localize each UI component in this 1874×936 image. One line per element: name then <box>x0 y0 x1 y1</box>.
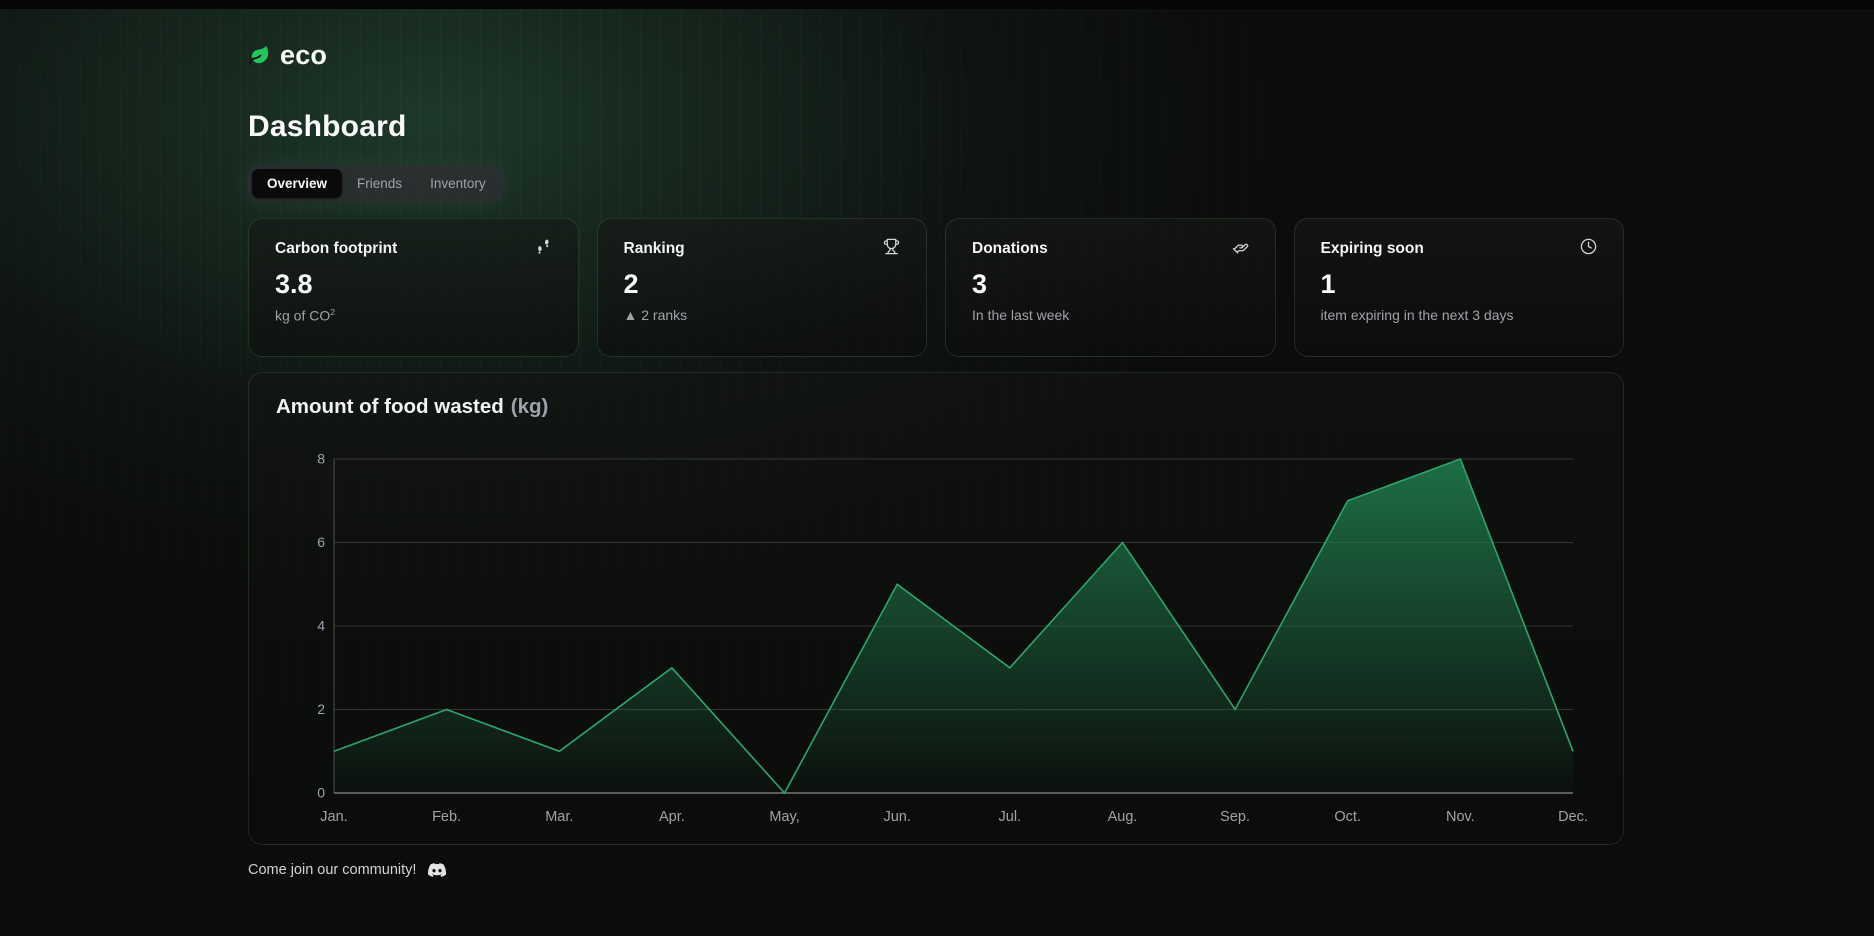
discord-icon[interactable] <box>428 861 447 879</box>
svg-text:2: 2 <box>317 701 325 717</box>
tab-overview[interactable]: Overview <box>252 169 343 198</box>
expiring-soon-value: 1 <box>1320 269 1336 299</box>
ranking-value: 2 <box>623 269 639 299</box>
svg-text:Feb.: Feb. <box>432 809 461 825</box>
tab-inventory[interactable]: Inventory <box>430 176 486 191</box>
card-title: Expiring soon <box>1320 240 1424 257</box>
community-footer: Come join our community! <box>248 861 447 879</box>
stat-cards-row: Carbon footprint 3.8 kg of CO2 Ra <box>248 218 1624 357</box>
community-text: Come join our community! <box>248 862 417 878</box>
svg-text:Oct.: Oct. <box>1334 809 1361 825</box>
card-title: Carbon footprint <box>275 240 398 257</box>
leaf-icon <box>248 44 271 67</box>
tab-friends[interactable]: Friends <box>357 176 403 191</box>
donations-value: 3 <box>972 269 988 299</box>
svg-text:Sep.: Sep. <box>1220 809 1250 825</box>
svg-text:6: 6 <box>317 534 325 550</box>
ranking-sub: ▲ 2 ranks <box>623 307 688 323</box>
chart-unit: (kg) <box>510 395 549 418</box>
expiring-soon-card: Expiring soon 1 item expiring in the nex… <box>1293 218 1624 357</box>
clock-icon <box>1580 238 1597 260</box>
food-waste-chart: 0 2 4 6 8 Jan. Feb. Mar. Apr. May, Jun. Jul. Aug. Sep… <box>317 451 1588 826</box>
svg-text:Aug.: Aug. <box>1108 809 1138 825</box>
expiring-soon-sub: item expiring in the next 3 days <box>1320 307 1514 323</box>
svg-text:4: 4 <box>317 618 325 634</box>
svg-text:Apr.: Apr. <box>659 809 685 825</box>
svg-text:Jun.: Jun. <box>883 809 910 825</box>
svg-text:Jan.: Jan. <box>320 809 347 825</box>
svg-text:Dec.: Dec. <box>1558 809 1588 825</box>
card-title: Donations <box>972 240 1048 257</box>
donations-card: Donations 3 In the last week <box>945 218 1276 357</box>
page-title: Dashboard <box>248 110 407 143</box>
chart-title: Amount of food wasted (kg) <box>276 395 549 418</box>
carbon-footprint-card: Carbon footprint 3.8 kg of CO2 <box>248 218 579 357</box>
svg-text:Mar.: Mar. <box>545 809 573 825</box>
donations-sub: In the last week <box>972 307 1070 323</box>
svg-text:Jul.: Jul. <box>999 809 1022 825</box>
dashboard-tabs: Overview Friends Inventory <box>248 165 503 202</box>
svg-text:May,: May, <box>769 809 799 825</box>
donation-hand-icon <box>1232 238 1249 260</box>
brand-logo[interactable]: eco <box>248 40 327 71</box>
footprints-icon <box>535 238 552 260</box>
carbon-footprint-sub: kg of CO2 <box>275 307 336 324</box>
trophy-icon <box>883 238 900 260</box>
carbon-footprint-value: 3.8 <box>275 269 313 299</box>
food-waste-chart-card: Amount of food wasted (kg) 0 2 4 6 8 Jan. Feb. M… <box>248 372 1624 845</box>
brand-name: eco <box>280 40 328 70</box>
card-title: Ranking <box>623 240 685 257</box>
svg-text:Nov.: Nov. <box>1446 809 1475 825</box>
svg-text:8: 8 <box>317 451 325 467</box>
ranking-card: Ranking 2 ▲ 2 ranks <box>596 218 927 357</box>
svg-text:0: 0 <box>317 785 325 801</box>
